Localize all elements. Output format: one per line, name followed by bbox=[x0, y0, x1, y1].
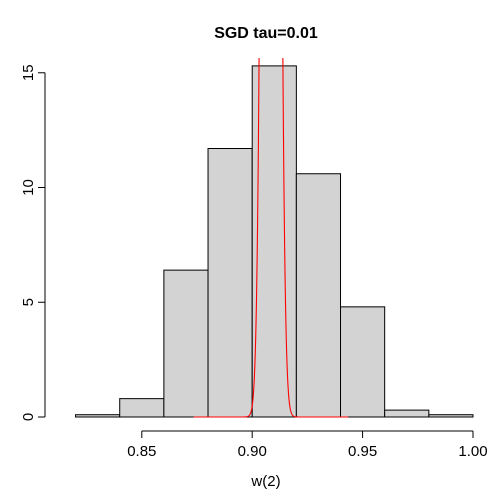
histogram-bar-1 bbox=[75, 414, 121, 418]
histogram-bar-7 bbox=[340, 306, 386, 418]
y-tick-label-2: 5 bbox=[20, 298, 37, 306]
y-tick-label-4: 15 bbox=[20, 64, 37, 81]
histogram-bar-5 bbox=[251, 65, 297, 418]
y-tick-label-1: 0 bbox=[20, 413, 37, 421]
histogram-bar-8 bbox=[384, 409, 430, 418]
x-tick-label-2: 0.90 bbox=[238, 443, 267, 460]
y-axis: 0 5 10 15 bbox=[20, 64, 46, 421]
histogram-bars bbox=[75, 65, 474, 418]
y-tick-label-3: 10 bbox=[20, 179, 37, 196]
density-curve bbox=[193, 58, 349, 418]
histogram-bar-3 bbox=[163, 269, 209, 418]
histogram-bar-4 bbox=[207, 148, 253, 418]
x-axis-label: w(2) bbox=[250, 473, 280, 490]
histogram-bar-2 bbox=[119, 398, 165, 418]
x-axis: 0.85 0.90 0.95 1.00 bbox=[127, 430, 488, 460]
histogram-bar-9 bbox=[428, 414, 474, 418]
histogram-bar-6 bbox=[295, 173, 342, 418]
x-tick-label-4: 1.00 bbox=[458, 443, 487, 460]
density-curve-layer bbox=[193, 58, 349, 418]
x-tick-label-3: 0.95 bbox=[348, 443, 377, 460]
chart-title: SGD tau=0.01 bbox=[214, 25, 318, 42]
x-tick-label-1: 0.85 bbox=[127, 443, 156, 460]
